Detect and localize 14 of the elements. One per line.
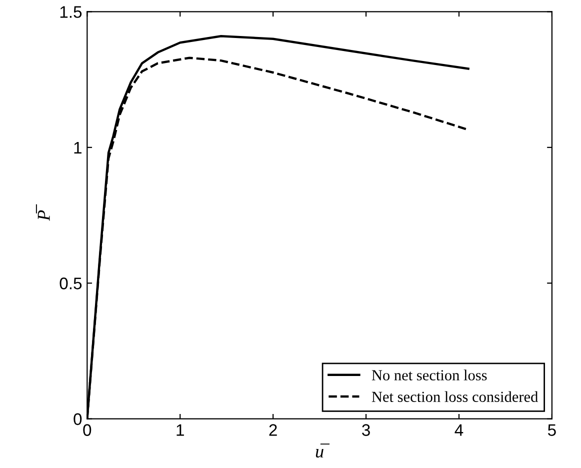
- legend-label: No net section loss: [372, 370, 487, 380]
- y-tick-label: 0: [74, 413, 82, 426]
- y-tick-label: 0.5: [60, 278, 82, 290]
- x-axis-title: u̅: [316, 444, 330, 458]
- x-tick-label: 3: [362, 424, 370, 436]
- y-tick-label: 1: [74, 142, 82, 154]
- x-tick-label: 4: [454, 424, 464, 436]
- y-axis-title: P̅: [36, 204, 50, 221]
- legend-label: Net section loss considered: [372, 391, 538, 402]
- x-tick-label: 5: [548, 424, 556, 436]
- x-tick-label: 0: [83, 424, 92, 436]
- y-tick-label: 1.5: [60, 6, 82, 18]
- x-tick-label: 2: [269, 424, 277, 436]
- x-tick-label: 1: [176, 424, 184, 436]
